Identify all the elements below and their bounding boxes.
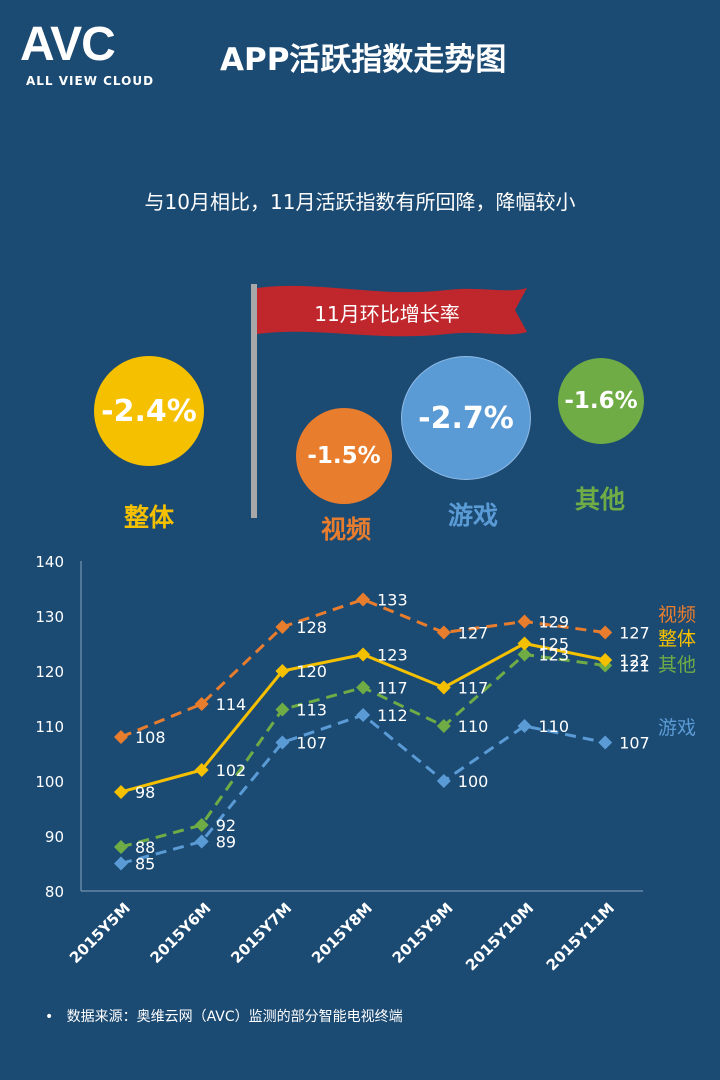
logo: AVC [20,18,116,71]
data-label: 107 [296,734,327,753]
data-point [194,763,209,777]
data-point [598,735,613,750]
x-tick-label: 2015Y5M [66,899,134,967]
data-point [356,708,371,722]
data-point [275,620,290,634]
x-tick-label: 2015Y11M [543,899,618,974]
data-label: 121 [619,657,650,676]
data-point [517,719,532,733]
data-point [356,680,371,695]
data-point [275,735,290,750]
series-name-label: 视频 [658,604,696,626]
line-chart: 80 90 100 110 120 130 140 2015Y5M 2015Y6M 2015Y7M… [35,553,696,974]
growth-label-game: 游戏 [447,501,498,530]
data-point [436,719,451,733]
data-label: 125 [539,635,570,654]
y-tick-label: 100 [35,773,64,791]
growth-circle-other: -1.6% [558,358,644,444]
data-label: 122 [619,651,650,670]
data-label: 110 [539,717,570,736]
data-point [517,614,532,629]
growth-label-video: 视频 [320,515,371,544]
series-line [120,713,606,865]
data-label: 127 [619,624,650,643]
growth-circle-video: -1.5% [296,408,392,504]
series-name-label: 整体 [658,628,696,650]
growth-circle-overall: -2.4% [94,356,204,466]
flag-pole [251,284,257,518]
logo-tagline: ALL VIEW CLOUD [26,74,155,88]
data-point [275,664,290,678]
x-tick-label: 2015Y9M [389,899,457,967]
data-label: 88 [135,838,155,857]
data-point [436,774,451,788]
data-point [194,697,209,711]
y-tick-label: 130 [35,608,64,626]
flag-banner [257,285,527,337]
growth-circle-game: -2.7% [401,356,531,480]
growth-label-other: 其他 [574,485,625,514]
data-point [436,680,451,695]
data-label: 117 [458,679,489,698]
flag-label: 11月环比增长率 [314,302,460,326]
x-tick-label: 2015Y8M [308,899,376,967]
data-label: 100 [458,772,489,791]
data-label: 120 [296,662,327,681]
data-label: 92 [216,816,236,835]
data-label: 110 [458,717,489,736]
footnote-text: 数据来源：奥维云网（AVC）监测的部分智能电视终端 [66,1009,403,1025]
data-label: 114 [216,695,247,714]
data-label: 113 [296,701,327,720]
data-point [114,840,128,854]
page-title: APP活跃指数走势图 [220,42,507,78]
data-label: 128 [296,618,327,637]
y-tick-label: 110 [35,718,64,736]
data-point [598,625,613,640]
data-label: 89 [216,833,236,852]
data-label: 123 [377,646,408,665]
data-point [436,625,451,640]
data-point [598,653,613,667]
growth-label-overall: 整体 [123,503,174,532]
y-tick-label: 90 [45,828,64,846]
y-tick-label: 120 [35,663,64,681]
data-label: 108 [135,728,166,747]
data-point [114,856,128,871]
data-label: 85 [135,855,155,874]
x-tick-label: 2015Y6M [147,899,215,967]
data-label: 112 [377,706,408,725]
data-label: 117 [377,679,408,698]
data-label: 127 [458,624,489,643]
data-point [356,592,371,607]
y-tick-label: 80 [45,883,64,901]
data-point [275,702,290,717]
data-label: 123 [539,646,570,665]
series-name-label: 其他 [658,654,696,676]
data-label: 107 [619,734,650,753]
data-point [356,647,371,662]
data-point [194,818,209,832]
data-point [517,636,532,651]
data-point [114,785,128,799]
data-point [517,647,532,662]
data-label: 102 [216,761,247,780]
data-point [194,834,209,849]
data-point [114,730,128,744]
data-label: 133 [377,591,408,610]
data-label: 98 [135,783,155,802]
x-tick-label: 2015Y10M [462,899,537,974]
x-tick-label: 2015Y7M [227,899,295,967]
footnote: • 数据来源：奥维云网（AVC）监测的部分智能电视终端 [45,1009,403,1025]
subtitle: 与10月相比，11月活跃指数有所回降，降幅较小 [144,190,576,214]
y-tick-label: 140 [35,553,64,571]
data-label: 129 [539,613,570,632]
series-name-label: 游戏 [658,717,696,739]
